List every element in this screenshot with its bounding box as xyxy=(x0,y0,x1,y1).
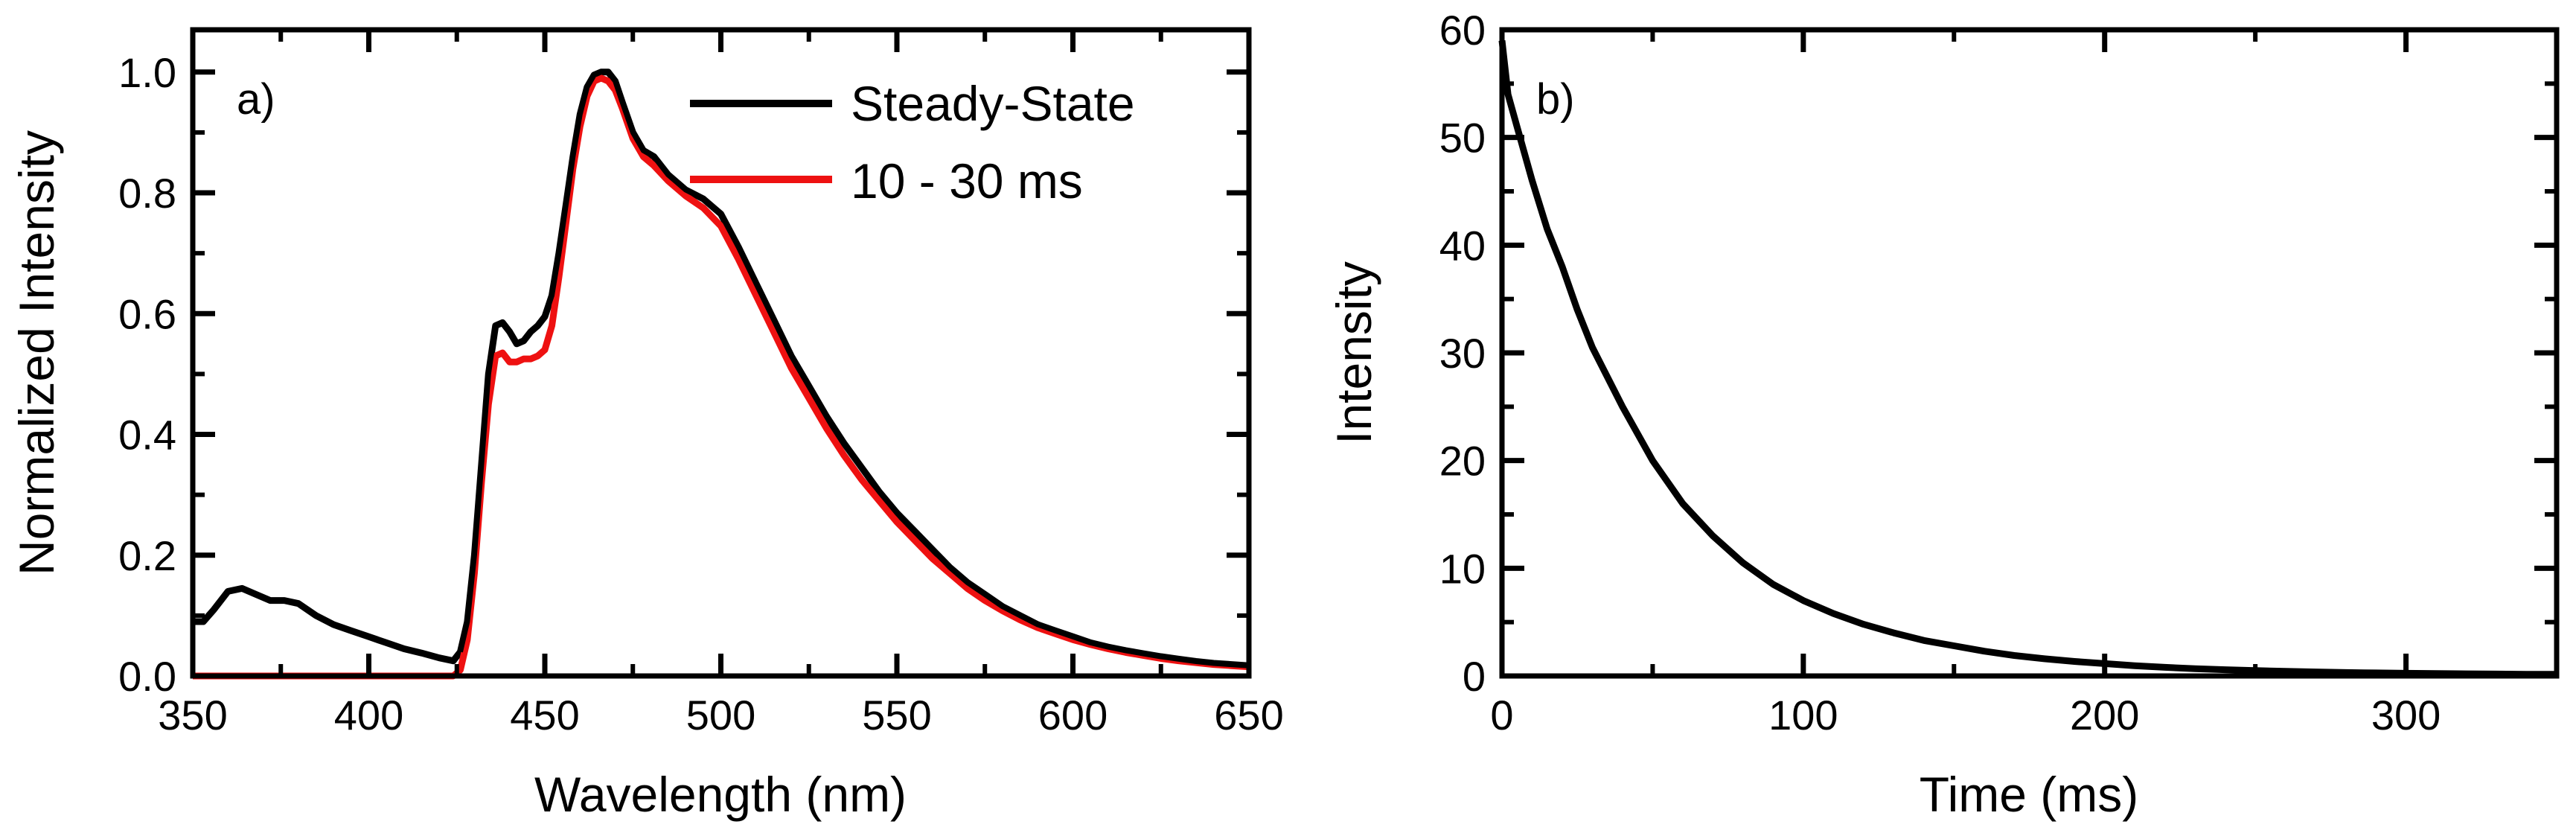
panel-a-series xyxy=(193,68,1250,680)
panel-a-y-axis-title: Normalized Intensity xyxy=(9,130,64,575)
panel-b-x-tick-label: 200 xyxy=(2070,692,2139,738)
panel-a-y-tick-label: 0.4 xyxy=(118,412,176,459)
panel-a-x-tick-label: 350 xyxy=(158,692,227,738)
panel-a-y-tick-label: 0.8 xyxy=(118,170,176,217)
panel-a-x-tick-label: 650 xyxy=(1214,692,1283,738)
legend: Steady-State 10 - 30 ms xyxy=(690,76,1135,208)
panel-a-x-axis-title: Wavelength (nm) xyxy=(534,767,907,822)
decay-line xyxy=(1498,39,2557,678)
panel-a-y-tick-label: 1.0 xyxy=(118,49,176,96)
panel-b-x-tick-label: 100 xyxy=(1768,692,1838,738)
panel-a-x-ticks: 350 400 450 500 550 600 650 xyxy=(158,30,1284,738)
panel-a-y-tick-label: 0.2 xyxy=(118,532,176,579)
legend-label-steady-state: Steady-State xyxy=(851,76,1135,131)
panel-a-y-tick-label: 0.0 xyxy=(118,653,176,700)
panel-b-y-tick-label: 60 xyxy=(1439,7,1486,54)
panel-a-y-tick-label: 0.6 xyxy=(118,290,176,337)
panel-a-x-tick-label: 600 xyxy=(1038,692,1108,738)
steady-state-line-overlay xyxy=(458,69,1250,669)
panel-b-x-axis-title: Time (ms) xyxy=(1920,767,2139,822)
panel-b-y-tick-label: 40 xyxy=(1439,222,1486,269)
panel-b-x-ticks: 0 100 200 300 xyxy=(1490,30,2441,738)
panel-b-y-tick-label: 0 xyxy=(1463,653,1486,700)
panel-b-x-tick-label: 300 xyxy=(2371,692,2441,738)
panel-a-x-tick-label: 550 xyxy=(862,692,931,738)
panel-b-label: b) xyxy=(1536,75,1575,124)
panel-a-x-tick-label: 400 xyxy=(334,692,403,738)
panel-b: 0 100 200 300 0 10 20 30 40 50 60 b) Time (ms) In… xyxy=(1326,7,2560,822)
panel-b-frame xyxy=(1499,27,2560,679)
panel-b-x-tick-label: 0 xyxy=(1490,692,1513,738)
panel-b-y-axis-title: Intensity xyxy=(1326,261,1381,444)
panel-a: 350 400 450 500 550 600 650 0.0 0.2 0.4 0.6 0.8 1.0… xyxy=(9,27,1284,822)
panel-a-x-tick-label: 500 xyxy=(686,692,755,738)
gated-10-30ms-line xyxy=(193,74,1250,680)
panel-a-y-ticks: 0.0 0.2 0.4 0.6 0.8 1.0 xyxy=(118,49,1249,700)
panel-b-y-tick-label: 10 xyxy=(1439,545,1486,592)
panel-b-y-ticks: 0 10 20 30 40 50 60 xyxy=(1439,7,2557,700)
panel-a-label: a) xyxy=(237,75,275,124)
steady-state-line xyxy=(193,68,1250,669)
legend-label-10-30-ms: 10 - 30 ms xyxy=(851,153,1083,208)
panel-b-y-tick-label: 20 xyxy=(1439,438,1486,485)
panel-b-y-tick-label: 30 xyxy=(1439,330,1486,377)
panel-a-x-tick-label: 450 xyxy=(510,692,579,738)
panel-b-y-tick-label: 50 xyxy=(1439,115,1486,162)
